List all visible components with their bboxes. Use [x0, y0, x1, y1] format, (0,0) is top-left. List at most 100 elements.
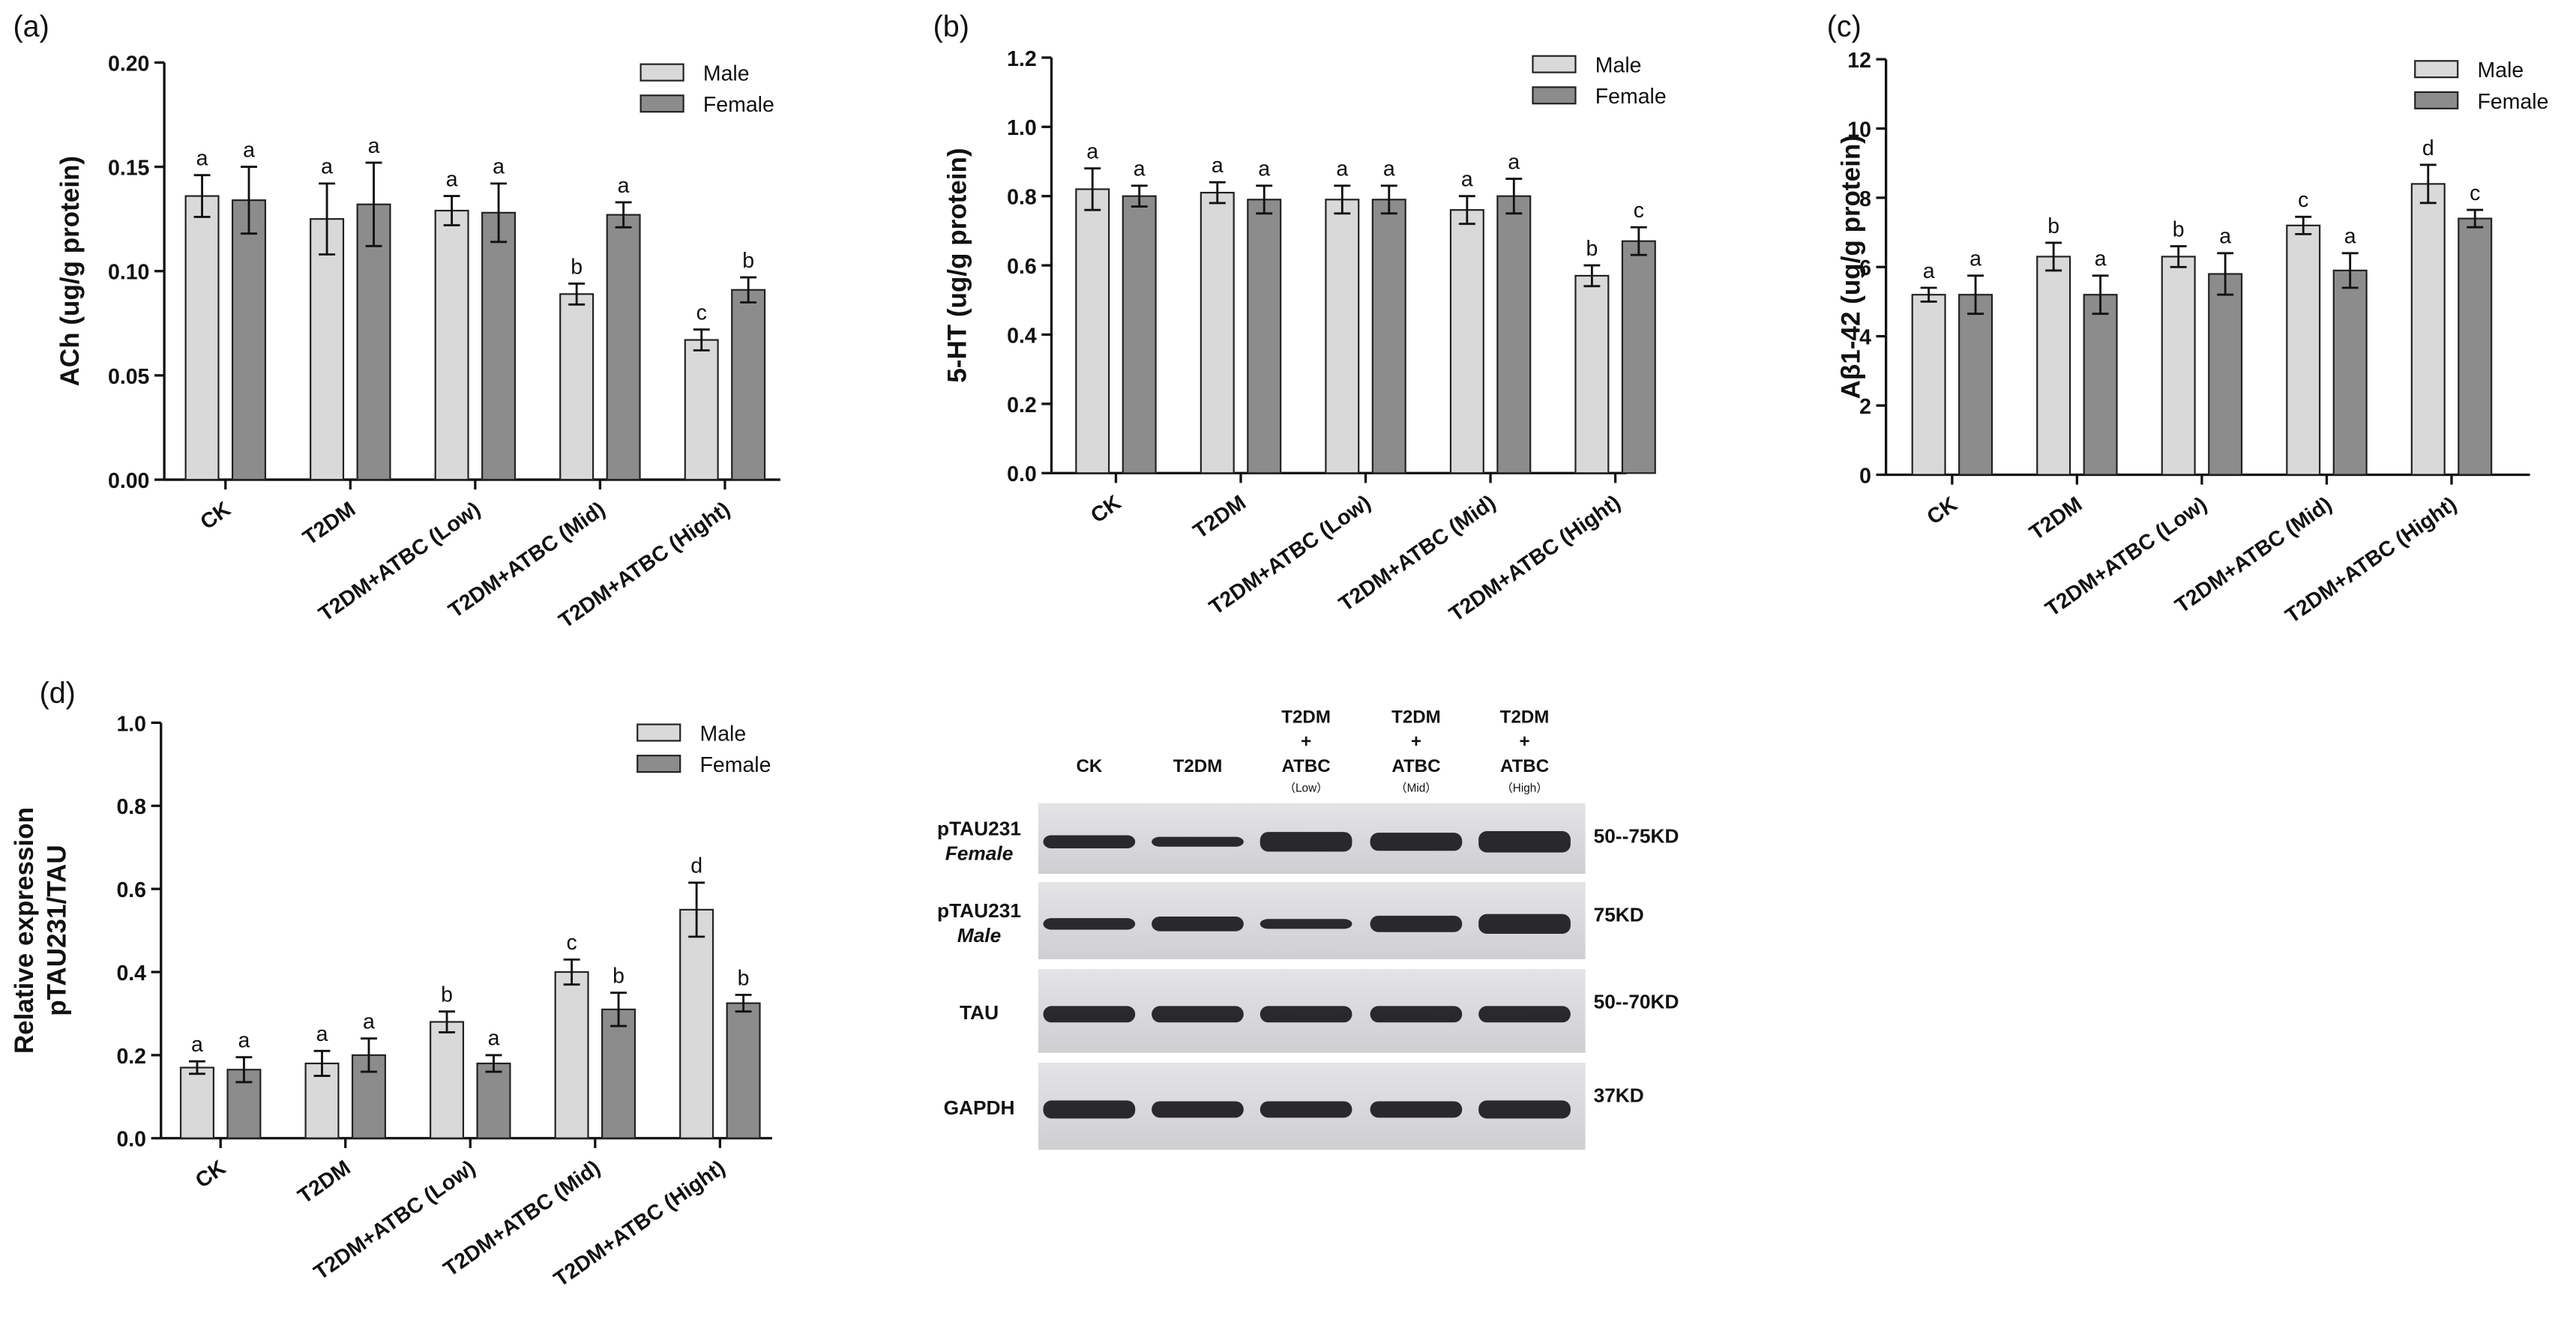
- y-tick-label: 0.15: [108, 157, 150, 181]
- lane-sublabel: （Low）: [1284, 782, 1328, 794]
- bar: [606, 214, 641, 481]
- significance-letter: c: [2298, 188, 2308, 212]
- row-label: TAU: [960, 1001, 999, 1024]
- significance-letter: a: [2219, 225, 2231, 249]
- y-tick-label: 0.6: [1007, 255, 1037, 279]
- x-tick-label: T2DM: [298, 497, 360, 550]
- bar: [554, 971, 589, 1139]
- error-bar: [1458, 195, 1475, 226]
- y-tick-label: 0.05: [108, 365, 150, 389]
- blot-band: [1478, 830, 1571, 853]
- bar: [684, 339, 719, 481]
- lane-label: ATBC: [1282, 756, 1331, 776]
- bar: [1122, 195, 1157, 474]
- y-tick-label: 6: [1859, 256, 1871, 280]
- error-bar: [2295, 215, 2312, 235]
- row-label: GAPDH: [944, 1096, 1015, 1119]
- blot-band: [1370, 915, 1463, 932]
- blot-band: [1260, 919, 1352, 929]
- significance-letter: a: [1508, 150, 1520, 174]
- error-bar: [2170, 245, 2187, 268]
- bar: [679, 908, 714, 1139]
- blot-band: [1370, 833, 1463, 851]
- y-tick-label: 1.0: [1007, 116, 1037, 140]
- legend-swatch: [637, 723, 681, 742]
- error-bar: [1209, 181, 1226, 205]
- y-axis-label: ACh (ug/g protein): [55, 156, 85, 387]
- error-bar: [693, 328, 710, 351]
- error-bar: [485, 1054, 502, 1073]
- y-axis-label: pTAU231/TAU: [43, 845, 72, 1015]
- legend-swatch: [1532, 55, 1577, 73]
- significance-letter: c: [1634, 199, 1644, 223]
- y-tick-label: 0.8: [116, 795, 146, 819]
- error-bar: [313, 1049, 331, 1078]
- blot-band: [1043, 1006, 1136, 1023]
- lane-label: CK: [1076, 756, 1102, 776]
- x-tick-label: T2DM: [294, 1156, 355, 1209]
- panel-label: (a): [13, 10, 49, 43]
- band-size: 50--70KD: [1594, 991, 1679, 1013]
- bar: [1496, 195, 1532, 474]
- lane-label: ATBC: [1500, 756, 1549, 776]
- error-bar: [1131, 184, 1148, 208]
- error-bar: [2217, 252, 2234, 296]
- y-tick-label: 0.0: [1007, 462, 1037, 486]
- bar: [1200, 191, 1235, 474]
- row-label: pTAU231: [937, 817, 1021, 839]
- lane-label: T2DM: [1500, 707, 1550, 727]
- legend-label: Female: [703, 93, 774, 117]
- significance-letter: a: [488, 1027, 500, 1051]
- error-bar: [2341, 252, 2359, 289]
- significance-letter: b: [742, 249, 754, 273]
- lane-label: T2DM: [1173, 756, 1223, 776]
- lane-label: +: [1301, 731, 1311, 752]
- legend-swatch: [1532, 86, 1577, 105]
- significance-letter: a: [368, 134, 380, 158]
- error-bar: [2467, 208, 2484, 229]
- significance-letter: b: [1586, 237, 1598, 261]
- lane-label: +: [1520, 731, 1530, 752]
- bar: [1621, 240, 1656, 474]
- significance-letter: a: [2344, 225, 2356, 249]
- significance-letter: a: [493, 155, 505, 179]
- y-tick-label: 0.20: [108, 52, 149, 76]
- legend-label: Male: [703, 62, 750, 86]
- row-sublabel: Female: [945, 842, 1014, 864]
- error-bar: [615, 201, 632, 229]
- y-tick-label: 0: [1859, 464, 1871, 488]
- y-tick-label: 1.0: [116, 712, 146, 736]
- significance-letter: a: [1923, 259, 1935, 283]
- error-bar: [193, 174, 211, 218]
- significance-letter: a: [196, 147, 208, 171]
- significance-letter: a: [1383, 157, 1395, 181]
- significance-letter: a: [238, 1029, 250, 1053]
- error-bar: [2045, 241, 2062, 272]
- bar: [2458, 217, 2493, 476]
- y-axis-label: Relative expression: [10, 807, 39, 1054]
- y-tick-label: 0.4: [1007, 324, 1037, 348]
- y-tick-label: 0.8: [1007, 186, 1037, 210]
- error-bar: [1967, 274, 1984, 316]
- significance-letter: a: [1212, 154, 1224, 178]
- significance-letter: a: [1461, 168, 1473, 192]
- significance-letter: a: [243, 138, 255, 162]
- bar: [434, 209, 469, 481]
- significance-letter: d: [2422, 136, 2434, 160]
- error-bar: [1256, 184, 1273, 215]
- error-bar: [2092, 274, 2109, 316]
- error-bar: [1380, 184, 1397, 215]
- bar: [179, 1066, 214, 1139]
- lane-label: T2DM: [1391, 707, 1441, 727]
- error-bar: [1505, 178, 1523, 215]
- legend-swatch: [2414, 60, 2459, 79]
- significance-letter: a: [1086, 140, 1098, 164]
- bar: [1574, 274, 1610, 474]
- blot-band: [1478, 914, 1571, 934]
- significance-letter: a: [316, 1022, 328, 1046]
- y-tick-label: 0.2: [1007, 393, 1037, 417]
- bar: [1247, 199, 1282, 474]
- error-bar: [610, 991, 627, 1027]
- blot-band: [1478, 1006, 1571, 1023]
